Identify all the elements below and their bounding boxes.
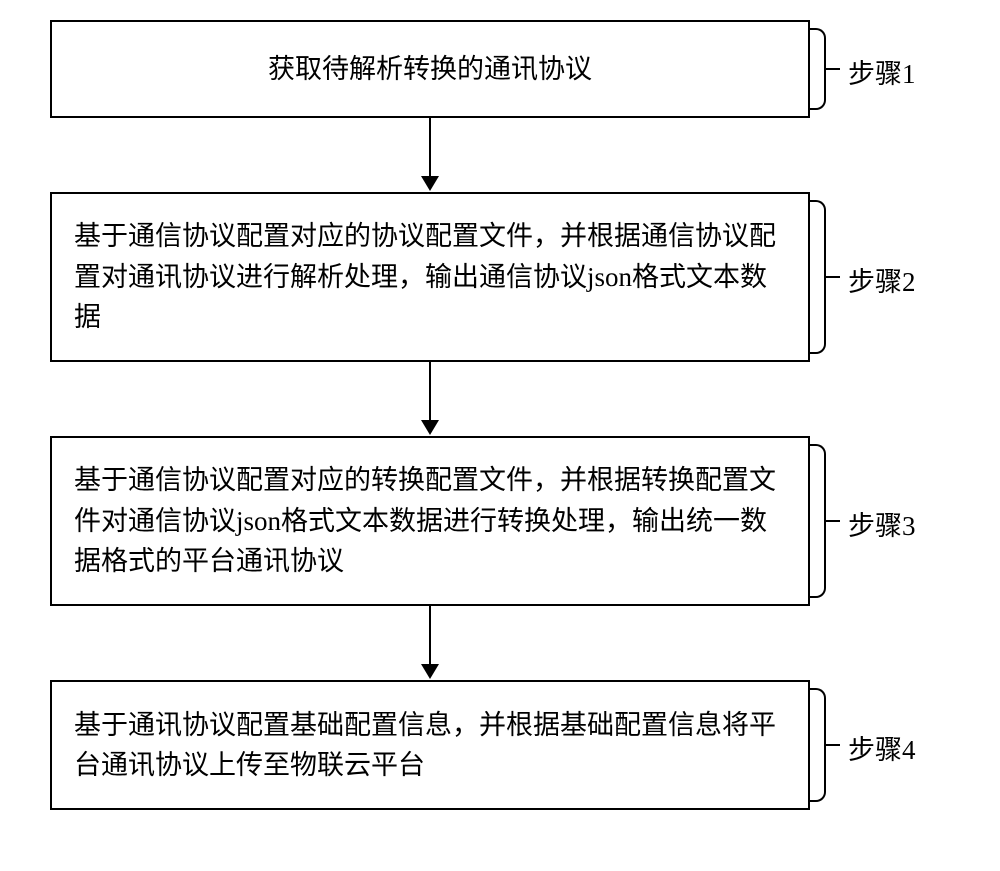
step1-text: 获取待解析转换的通讯协议 xyxy=(268,49,592,90)
step3-box: 基于通信协议配置对应的转换配置文件，并根据转换配置文件对通信协议json格式文本… xyxy=(50,436,810,606)
step2-row: 基于通信协议配置对应的协议配置文件，并根据通信协议配置对通讯协议进行解析处理，输… xyxy=(50,192,950,362)
step4-label: 步骤4 xyxy=(848,728,916,767)
step3-bracket-tail xyxy=(826,520,840,522)
arrowhead1 xyxy=(421,176,439,191)
step1-box: 获取待解析转换的通讯协议 xyxy=(50,20,810,118)
step2-label: 步骤2 xyxy=(848,260,916,299)
step4-text: 基于通讯协议配置基础配置信息，并根据基础配置信息将平台通讯协议上传至物联云平台 xyxy=(74,705,786,786)
step1-bracket xyxy=(810,28,826,110)
step4-bracket-tail xyxy=(826,744,840,746)
flowchart-container: 获取待解析转换的通讯协议 步骤1 基于通信协议配置对应的协议配置文件，并根据通信… xyxy=(50,20,950,810)
connector1 xyxy=(50,118,810,178)
step3-text: 基于通信协议配置对应的转换配置文件，并根据转换配置文件对通信协议json格式文本… xyxy=(74,460,786,582)
step2-bracket xyxy=(810,200,826,354)
step2-box: 基于通信协议配置对应的协议配置文件，并根据通信协议配置对通讯协议进行解析处理，输… xyxy=(50,192,810,362)
connector3 xyxy=(50,606,810,666)
step4-row: 基于通讯协议配置基础配置信息，并根据基础配置信息将平台通讯协议上传至物联云平台 … xyxy=(50,680,950,810)
arrowhead2 xyxy=(421,420,439,435)
step2-text: 基于通信协议配置对应的协议配置文件，并根据通信协议配置对通讯协议进行解析处理，输… xyxy=(74,216,786,338)
arrowhead3 xyxy=(421,664,439,679)
step1-bracket-tail xyxy=(826,68,840,70)
step1-label: 步骤1 xyxy=(848,52,916,91)
connector2 xyxy=(50,362,810,422)
step2-bracket-tail xyxy=(826,276,840,278)
step3-bracket xyxy=(810,444,826,598)
step3-row: 基于通信协议配置对应的转换配置文件，并根据转换配置文件对通信协议json格式文本… xyxy=(50,436,950,606)
step1-row: 获取待解析转换的通讯协议 步骤1 xyxy=(50,20,950,118)
step4-box: 基于通讯协议配置基础配置信息，并根据基础配置信息将平台通讯协议上传至物联云平台 xyxy=(50,680,810,810)
step4-bracket xyxy=(810,688,826,802)
step3-label: 步骤3 xyxy=(848,504,916,543)
